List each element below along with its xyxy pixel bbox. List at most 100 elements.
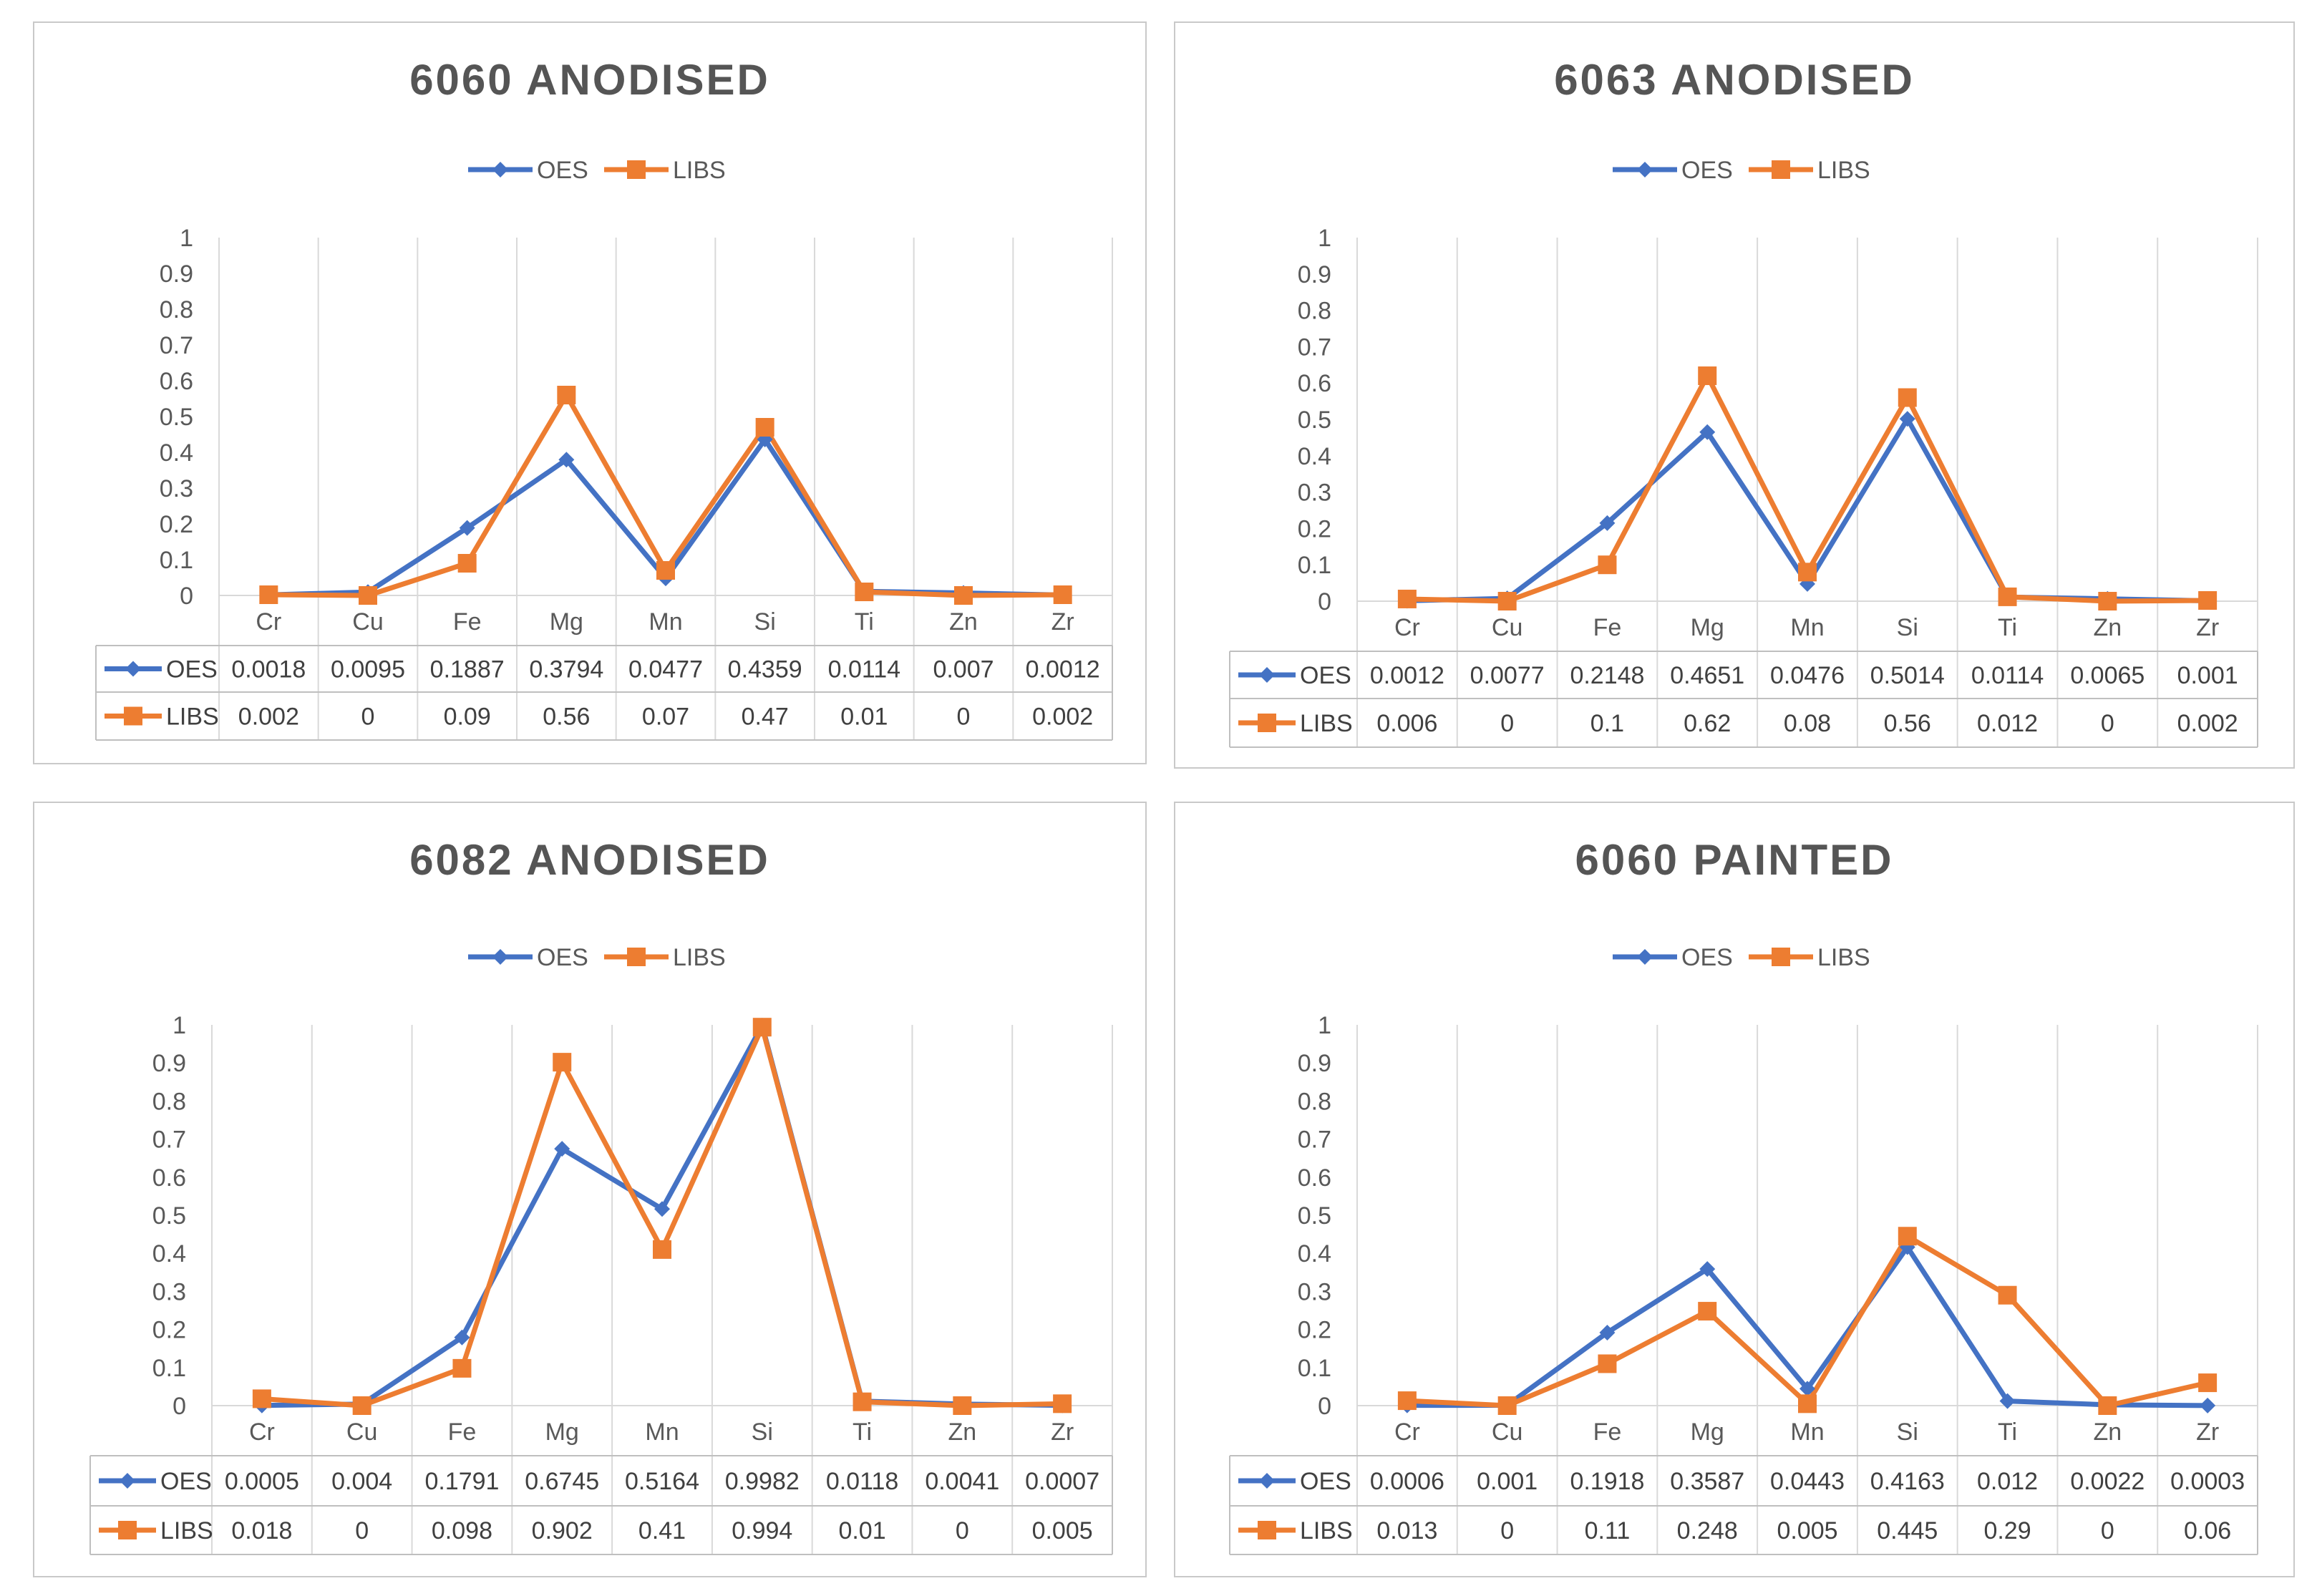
x-tick-label: Cu [1492, 1419, 1522, 1446]
table-cell: 0.4163 [1870, 1468, 1945, 1495]
y-tick-label: 0.1 [1298, 552, 1331, 579]
data-point-libs [557, 386, 576, 404]
data-point-libs [1053, 1394, 1072, 1413]
legend-label-libs: LIBS [1817, 944, 1870, 971]
x-tick-label: Zn [2093, 1419, 2122, 1446]
table-cell: 0 [355, 1517, 369, 1544]
legend-marker-oes [1637, 949, 1653, 965]
data-point-libs [755, 418, 774, 437]
table-row-label-oes: OES [1300, 1468, 1351, 1495]
legend-marker-oes [492, 162, 508, 177]
x-tick-label: Zr [2196, 1419, 2219, 1446]
x-tick-label: Mn [649, 608, 682, 636]
data-point-oes [654, 1201, 670, 1217]
table-cell: 0.0018 [231, 656, 306, 683]
y-tick-label: 0.5 [1298, 1202, 1331, 1230]
table-cell: 0.0012 [1370, 662, 1444, 689]
y-tick-label: 0.8 [160, 296, 193, 323]
table-cell: 0.013 [1376, 1517, 1437, 1544]
x-tick-label: Zr [2196, 614, 2219, 641]
data-point-libs [1998, 1285, 2017, 1305]
table-cell: 0.07 [642, 704, 689, 731]
x-tick-label: Cr [1394, 1419, 1420, 1446]
table-cell: 0 [957, 704, 971, 731]
table-cell: 0.56 [1884, 710, 1931, 737]
table-cell: 0.002 [238, 704, 299, 731]
table-row-label-oes: OES [1300, 662, 1351, 689]
data-point-libs [359, 586, 377, 605]
table-cell: 0.0118 [826, 1468, 898, 1495]
table-cell: 0.0476 [1770, 662, 1845, 689]
x-tick-label: Mg [1691, 614, 1724, 641]
table-cell: 0.002 [1032, 704, 1093, 731]
table-cell: 0 [2101, 1517, 2114, 1544]
data-point-oes [459, 520, 475, 536]
table-cell: 0.01 [840, 704, 888, 731]
chart-title: 6082 ANODISED [409, 836, 770, 884]
table-cell: 0.0041 [925, 1468, 999, 1495]
data-point-libs [953, 1396, 972, 1415]
data-point-libs [2098, 592, 2117, 610]
x-tick-label: Si [1897, 1419, 1918, 1446]
data-point-libs [457, 554, 477, 573]
y-tick-label: 0 [173, 1393, 186, 1420]
table-cell: 0.007 [933, 656, 994, 683]
x-tick-label: Cr [249, 1419, 275, 1446]
x-tick-label: Ti [1998, 614, 2017, 641]
table-row-label-oes: OES [166, 656, 218, 683]
data-point-libs [452, 1358, 472, 1378]
x-tick-label: Mg [545, 1419, 579, 1446]
table-cell: 0 [2101, 710, 2114, 737]
x-tick-label: Zr [1051, 1419, 1074, 1446]
y-tick-label: 0.6 [160, 368, 193, 395]
x-tick-label: Zn [949, 608, 978, 636]
data-point-libs [752, 1018, 772, 1037]
x-tick-label: Mn [1790, 614, 1824, 641]
table-cell: 0.004 [331, 1468, 392, 1495]
chart-svg-2: 6063 ANODISED OES LIBS 0 0.1 0.2 0.3 0.4 0.5 0.6 0… [1229, 56, 2258, 748]
x-tick-label: Ti [1998, 1419, 2017, 1446]
data-point-libs [1497, 1396, 1517, 1415]
legend-marker-libs [1772, 948, 1790, 966]
y-tick-label: 0.3 [160, 475, 193, 502]
data-point-oes [1599, 515, 1616, 531]
table-cell: 0.001 [1477, 1468, 1538, 1495]
x-tick-label: Mn [645, 1419, 679, 1446]
table-cell: 0.01 [838, 1517, 885, 1544]
x-tick-label: Si [752, 1419, 773, 1446]
table-cell: 0.902 [532, 1517, 593, 1544]
y-tick-label: 0.7 [152, 1127, 186, 1154]
table-cell: 0.018 [231, 1517, 292, 1544]
x-tick-label: Cu [346, 1419, 377, 1446]
x-tick-label: Mg [550, 608, 583, 636]
table-cell: 0 [1500, 1517, 1514, 1544]
y-tick-label: 0 [1318, 1393, 1331, 1420]
y-tick-label: 0.4 [152, 1240, 186, 1267]
table-cell: 0.62 [1684, 710, 1731, 737]
data-point-libs [1053, 585, 1072, 604]
table-key-marker-libs [1258, 714, 1276, 732]
y-tick-label: 0.2 [152, 1317, 186, 1344]
legend-label-libs: LIBS [1817, 157, 1870, 184]
data-point-oes [558, 452, 575, 468]
table-key-marker-oes [1259, 667, 1275, 683]
y-tick-label: 0.6 [1298, 1164, 1331, 1192]
y-tick-label: 1 [180, 225, 193, 252]
y-tick-label: 0.3 [1298, 480, 1331, 507]
chart-panel-1: 6060 ANODISED OES LIBS 0 0.1 0.2 0.3 0.4 0.5 0.6 0… [33, 21, 1147, 764]
table-cell: 0.0114 [828, 656, 900, 683]
y-tick-label: 0.2 [160, 511, 193, 538]
y-tick-label: 0.9 [152, 1050, 186, 1077]
y-tick-label: 0.7 [1298, 1127, 1331, 1154]
x-tick-label: Fe [453, 608, 482, 636]
data-point-oes [1799, 1381, 1815, 1397]
table-key-marker-oes [120, 1473, 135, 1489]
table-cell: 0.0114 [1971, 662, 2044, 689]
table-cell: 0.994 [732, 1517, 792, 1544]
table-row-label-libs: LIBS [166, 704, 219, 731]
table-cell: 0.002 [2177, 710, 2238, 737]
table-cell: 0.005 [1777, 1517, 1837, 1544]
x-tick-label: Cu [1492, 614, 1522, 641]
table-key-marker-libs [1258, 1521, 1276, 1539]
data-point-oes [2200, 1397, 2216, 1413]
